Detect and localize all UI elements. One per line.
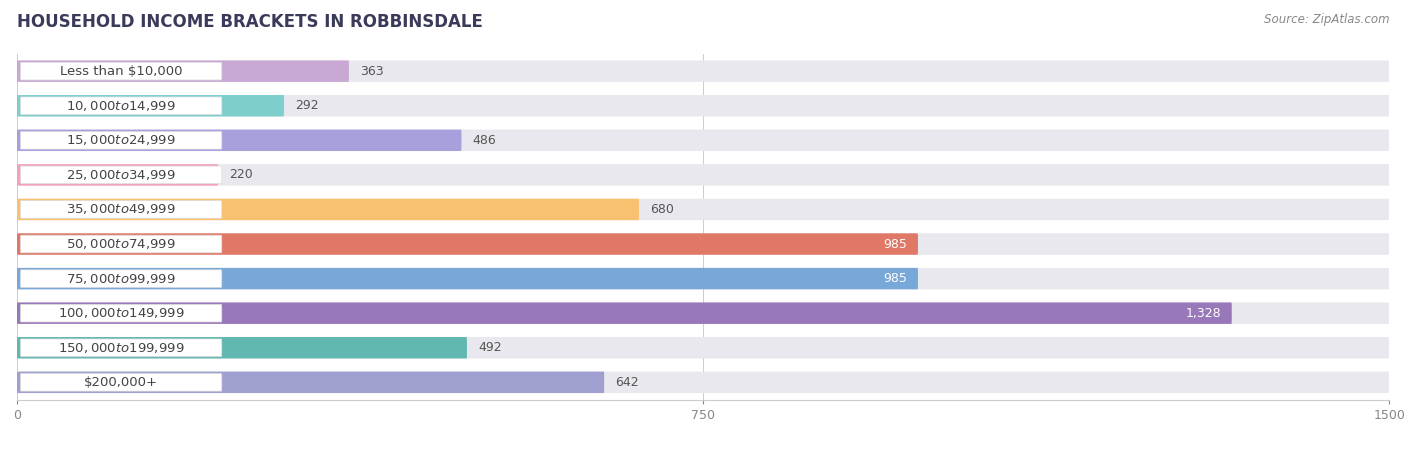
Text: 486: 486 — [472, 134, 496, 147]
Text: 642: 642 — [616, 376, 638, 389]
Text: $50,000 to $74,999: $50,000 to $74,999 — [66, 237, 176, 251]
FancyBboxPatch shape — [17, 303, 1389, 324]
FancyBboxPatch shape — [17, 61, 349, 82]
Text: Less than $10,000: Less than $10,000 — [60, 65, 183, 78]
Text: $75,000 to $99,999: $75,000 to $99,999 — [66, 272, 176, 286]
Text: $200,000+: $200,000+ — [84, 376, 157, 389]
FancyBboxPatch shape — [17, 233, 1389, 255]
Text: $35,000 to $49,999: $35,000 to $49,999 — [66, 202, 176, 216]
Text: 220: 220 — [229, 168, 253, 181]
FancyBboxPatch shape — [17, 164, 1389, 185]
FancyBboxPatch shape — [17, 303, 1232, 324]
FancyBboxPatch shape — [17, 268, 1389, 289]
Text: $100,000 to $149,999: $100,000 to $149,999 — [58, 306, 184, 320]
FancyBboxPatch shape — [17, 95, 284, 116]
FancyBboxPatch shape — [21, 270, 222, 287]
FancyBboxPatch shape — [21, 132, 222, 149]
FancyBboxPatch shape — [21, 235, 222, 253]
FancyBboxPatch shape — [17, 95, 1389, 116]
Text: 492: 492 — [478, 341, 502, 354]
FancyBboxPatch shape — [17, 337, 467, 358]
Text: 1,328: 1,328 — [1185, 307, 1220, 320]
FancyBboxPatch shape — [21, 166, 222, 184]
FancyBboxPatch shape — [17, 61, 1389, 82]
FancyBboxPatch shape — [17, 130, 461, 151]
FancyBboxPatch shape — [21, 201, 222, 218]
Text: $15,000 to $24,999: $15,000 to $24,999 — [66, 133, 176, 147]
FancyBboxPatch shape — [17, 130, 1389, 151]
Text: $10,000 to $14,999: $10,000 to $14,999 — [66, 99, 176, 113]
FancyBboxPatch shape — [17, 268, 918, 289]
FancyBboxPatch shape — [17, 199, 638, 220]
Text: HOUSEHOLD INCOME BRACKETS IN ROBBINSDALE: HOUSEHOLD INCOME BRACKETS IN ROBBINSDALE — [17, 13, 482, 31]
FancyBboxPatch shape — [17, 164, 218, 185]
Text: 985: 985 — [883, 238, 907, 251]
FancyBboxPatch shape — [17, 233, 918, 255]
Text: $25,000 to $34,999: $25,000 to $34,999 — [66, 168, 176, 182]
FancyBboxPatch shape — [21, 97, 222, 114]
Text: 680: 680 — [650, 203, 673, 216]
Text: $150,000 to $199,999: $150,000 to $199,999 — [58, 341, 184, 355]
Text: Source: ZipAtlas.com: Source: ZipAtlas.com — [1264, 13, 1389, 26]
FancyBboxPatch shape — [21, 62, 222, 80]
FancyBboxPatch shape — [17, 199, 1389, 220]
FancyBboxPatch shape — [21, 339, 222, 357]
FancyBboxPatch shape — [21, 374, 222, 391]
FancyBboxPatch shape — [17, 372, 605, 393]
FancyBboxPatch shape — [17, 372, 1389, 393]
Text: 292: 292 — [295, 99, 319, 112]
FancyBboxPatch shape — [21, 304, 222, 322]
Text: 985: 985 — [883, 272, 907, 285]
FancyBboxPatch shape — [17, 337, 1389, 358]
Text: 363: 363 — [360, 65, 384, 78]
